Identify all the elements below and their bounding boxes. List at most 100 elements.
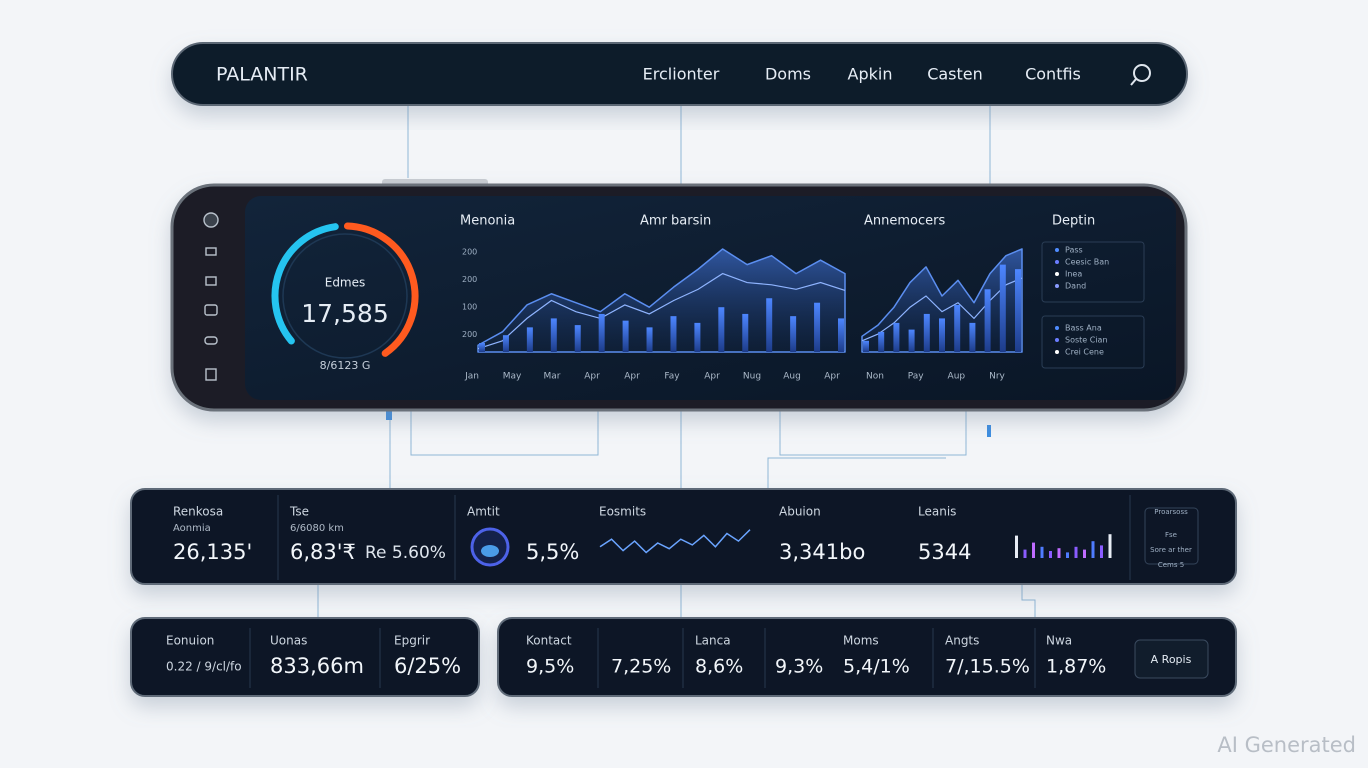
bar [893,322,900,352]
stat-label: Amtit [467,505,500,519]
x-label: Jan [464,372,479,382]
line [861,277,1023,342]
x-label: May [503,372,522,382]
stat-sub: 6/6080 km [290,523,344,534]
nav-bar [171,42,1188,106]
stat-value: 6/25% [394,654,461,678]
stat-value: 26,135' [173,540,252,564]
nav-item[interactable]: Apkin [848,65,893,84]
legend-dot [1055,272,1059,276]
stat-label: Epgrir [394,634,430,648]
nav-item[interactable]: Contfis [1025,65,1081,84]
stat-label: Abuion [779,505,821,519]
button[interactable] [1134,639,1209,679]
legend-dot [1055,248,1059,252]
mini-bar [1015,535,1018,558]
y-label: 200 [462,248,477,257]
legend-dot [1055,350,1059,354]
mini-bar [1066,552,1069,558]
legend-item: Dand [1065,282,1086,291]
y-label: 200 [462,275,477,284]
stat-label: Leanis [918,505,956,519]
stat-value: 5344 [918,540,971,564]
bar [878,331,885,352]
stat-value: 5,5% [526,540,579,564]
sidebar-icons [203,212,219,381]
info-text: Cems 5 [1158,561,1184,569]
gauge-arc [271,223,339,345]
stat-label: Eosmits [599,505,646,519]
mini-bar [1023,549,1027,558]
bar [939,318,945,352]
legend-box [1041,315,1145,369]
area [861,248,1023,353]
stat-label: Angts [945,634,979,648]
info-text: Proarsoss [1154,508,1188,516]
mini-bar [1057,548,1061,558]
x-label: Apr [624,372,640,382]
legend-item: Pass [1065,246,1083,255]
stats-panel [130,488,1237,585]
stat-value: 5,4/1% [843,656,910,678]
stat-value: 9,3% [775,656,823,678]
stat-value: 0.22 / 9/cl/fo [166,660,242,674]
stat-label: Kontact [526,634,572,648]
x-label: Fay [664,372,680,382]
legend-dot [1055,326,1059,330]
bar [718,307,725,352]
search-icon[interactable] [1130,64,1151,86]
legend-item: Soste Cian [1065,336,1108,345]
stat-label: Uonas [270,634,307,648]
info-text: Sore ar ther [1150,546,1192,554]
x-label: Aup [948,372,966,382]
bar [502,335,509,352]
bar [694,322,701,352]
stat-label: Lanca [695,634,731,648]
x-label: Apr [824,372,840,382]
legend-dot [1055,284,1059,288]
watermark: AI Generated [1217,733,1356,757]
bar [969,322,976,352]
y-label: 200 [462,330,477,339]
button-label[interactable]: A Ropis [1151,653,1192,666]
bar [814,302,821,352]
bar [863,340,869,352]
stat-extra: Re 5.60% [365,543,446,563]
chart-title: Amr barsin [640,214,711,229]
stat-label: Tse [289,505,309,519]
nav-item[interactable]: Doms [765,65,811,84]
bar [550,318,557,352]
gauge-label: Edmes [325,276,366,290]
icon [481,545,499,557]
brand: PALANTIR [216,64,308,86]
mini-bar [1032,542,1035,558]
bar [622,320,629,352]
bar [1015,269,1021,352]
sparkline [599,529,751,554]
stat-sub: Aonmia [173,523,211,534]
mini-bar [1074,546,1078,558]
line [477,272,846,350]
stat-label: Moms [843,634,879,648]
stat-value: 6,83'₹ [290,540,356,564]
stat-value: 833,66m [270,654,364,678]
stat-value: 1,87% [1046,656,1106,678]
legend-item: Ceesic Ban [1065,258,1109,267]
legend-title: Deptin [1052,214,1095,229]
nav-item[interactable]: Casten [927,65,983,84]
stat-value: 7,25% [611,656,671,678]
x-label: Nug [743,372,761,382]
stat-label: Nwa [1046,634,1072,648]
mini-bar [1100,545,1103,558]
x-label: Mar [544,372,561,382]
nav-item[interactable]: Erclionter [643,65,720,84]
stat-value: 3,341bo [779,540,865,564]
connectors [317,105,1036,618]
mini-bar [1040,546,1044,558]
gauge-sub: 8/6123 G [320,359,371,372]
bar [790,316,797,352]
stat-value: 8,6% [695,656,743,678]
bar [984,289,991,352]
x-label: Non [866,372,884,382]
